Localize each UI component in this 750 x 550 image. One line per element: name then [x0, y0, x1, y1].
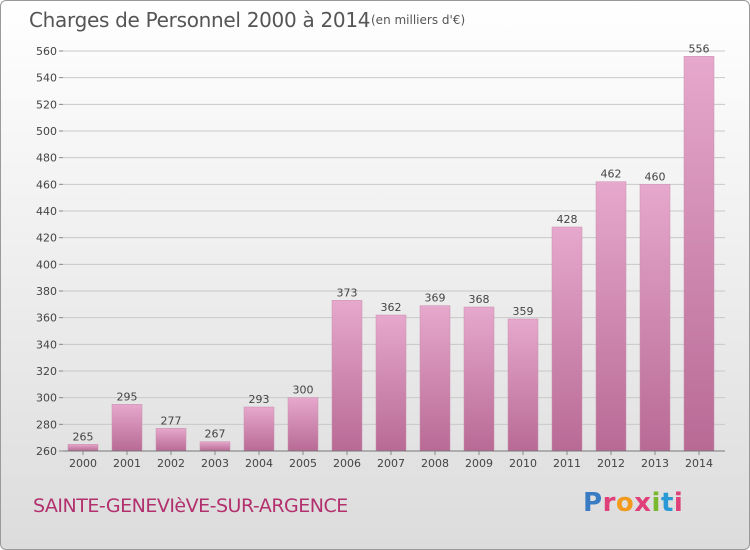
bar: [287, 397, 319, 452]
x-tick-label: 2007: [377, 457, 405, 470]
x-tick-label: 2000: [69, 457, 97, 470]
y-tick-label: 480: [36, 152, 57, 165]
bar: [595, 181, 627, 452]
data-labels: 265 295 277 267 293 300 373 362 369 368 359 428 462 4…: [73, 42, 710, 443]
data-label: 373: [337, 286, 358, 299]
commune-name: SAINTE-GENEVIèVE-SUR-ARGENCE: [33, 495, 348, 517]
y-tick-label: 300: [36, 392, 57, 405]
data-label: 369: [425, 292, 446, 305]
bar: [683, 56, 715, 452]
bars: [67, 56, 715, 452]
x-tick-label: 2009: [465, 457, 493, 470]
bar: [639, 184, 671, 452]
bar: [463, 306, 495, 452]
bar: [375, 314, 407, 452]
logo-letter: x: [634, 488, 652, 518]
x-tick-label: 2011: [553, 457, 581, 470]
bar: [199, 441, 231, 452]
x-tick-label: 2001: [113, 457, 141, 470]
bar: [111, 404, 143, 452]
data-label: 359: [513, 305, 534, 318]
data-label: 460: [645, 170, 666, 183]
logo-letter: i: [673, 488, 684, 518]
bar: [551, 226, 583, 452]
bar: [419, 305, 451, 452]
data-label: 267: [205, 428, 226, 441]
y-tick-label: 380: [36, 285, 57, 298]
data-label: 300: [293, 384, 314, 397]
x-tick-label: 2013: [641, 457, 669, 470]
bar: [331, 300, 363, 452]
y-tick-label: 340: [36, 338, 57, 351]
data-label: 362: [381, 301, 402, 314]
y-axis-ticks: 260 280 300 320 340 360 380 400 420 440 460 480 500 5…: [36, 45, 63, 458]
chart-subtitle: (en milliers d'€): [371, 13, 466, 27]
logo-letter: P: [583, 488, 603, 518]
y-tick-label: 560: [36, 45, 57, 58]
y-tick-label: 540: [36, 72, 57, 85]
data-label: 368: [469, 293, 490, 306]
data-label: 556: [689, 42, 710, 55]
y-tick-label: 500: [36, 125, 57, 138]
logo-letter: t: [660, 488, 674, 518]
data-label: 277: [161, 414, 182, 427]
y-tick-label: 420: [36, 232, 57, 245]
y-tick-label: 260: [36, 445, 57, 458]
x-tick-label: 2014: [685, 457, 713, 470]
y-tick-label: 360: [36, 312, 57, 325]
bar: [155, 428, 187, 452]
y-tick-label: 280: [36, 418, 57, 431]
data-label: 295: [117, 390, 138, 403]
x-tick-label: 2006: [333, 457, 361, 470]
proxiti-logo: Proxiti: [583, 488, 683, 518]
data-label: 265: [73, 430, 94, 443]
x-tick-label: 2003: [201, 457, 229, 470]
y-tick-label: 440: [36, 205, 57, 218]
data-label: 462: [601, 168, 622, 181]
chart-title: Charges de Personnel 2000 à 2014: [29, 8, 371, 32]
logo-letter: o: [615, 488, 635, 518]
x-axis-ticks: 2000 2001 2002 2003 2004 2005 2006 2007 2008 2009…: [69, 451, 713, 470]
x-tick-label: 2004: [245, 457, 273, 470]
data-label: 428: [557, 213, 578, 226]
data-label: 293: [249, 393, 270, 406]
bar: [243, 406, 275, 452]
logo-letter: r: [602, 488, 616, 518]
logo-letter: i: [651, 488, 661, 518]
x-tick-label: 2012: [597, 457, 625, 470]
x-tick-label: 2005: [289, 457, 317, 470]
y-tick-label: 520: [36, 98, 57, 111]
x-tick-label: 2010: [509, 457, 537, 470]
x-tick-label: 2002: [157, 457, 185, 470]
bar: [67, 444, 99, 452]
y-tick-label: 460: [36, 178, 57, 191]
y-tick-label: 400: [36, 258, 57, 271]
bar: [507, 318, 539, 452]
y-tick-label: 320: [36, 365, 57, 378]
x-tick-label: 2008: [421, 457, 449, 470]
